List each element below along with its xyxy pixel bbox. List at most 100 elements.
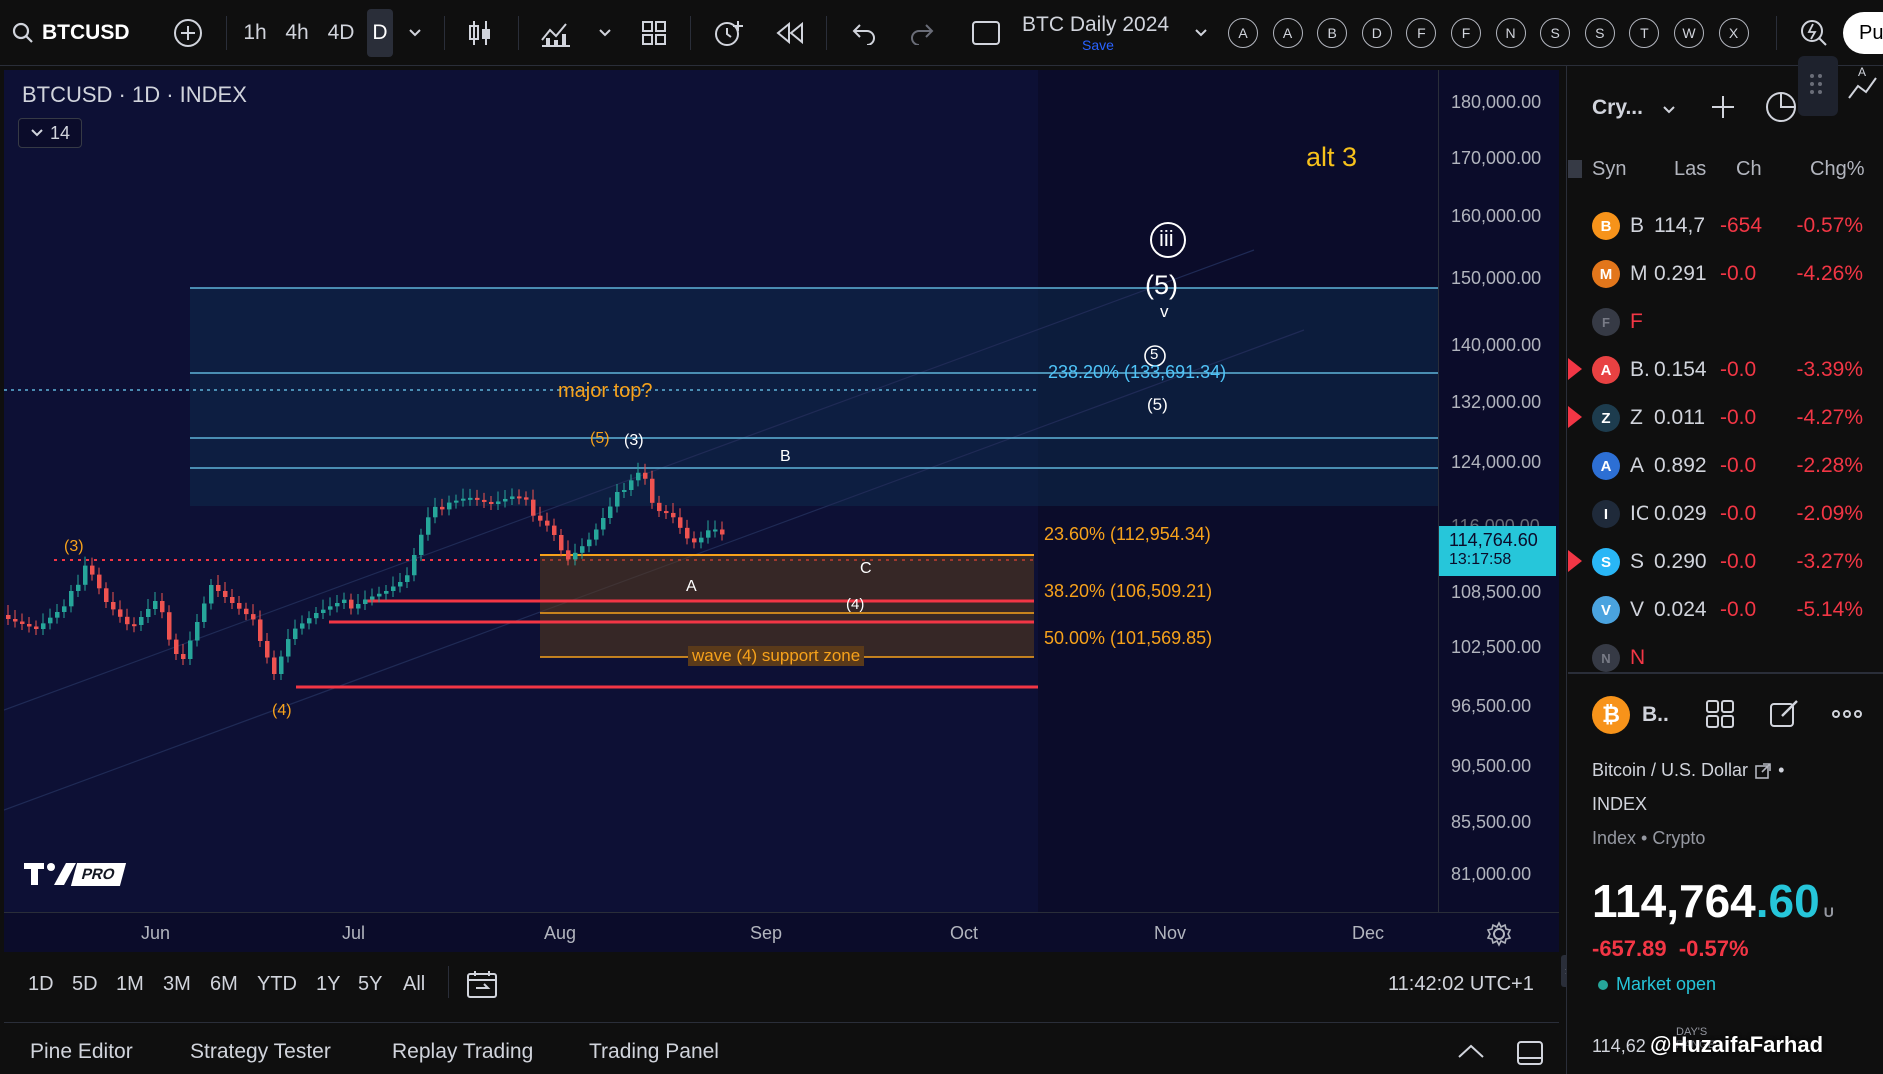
watchlist-row[interactable]: S S 0.290 -0.0 -3.27% xyxy=(1568,538,1883,586)
tab-replay-trading[interactable]: Replay Trading xyxy=(392,1040,534,1063)
calendar-goto-icon[interactable] xyxy=(466,969,498,1004)
range-1d[interactable]: 1D xyxy=(28,973,54,995)
watchlist-name[interactable]: Cry... xyxy=(1592,96,1643,119)
candles-icon[interactable] xyxy=(462,9,498,57)
range-5y[interactable]: 5Y xyxy=(358,973,383,995)
alert-circle-s[interactable]: S xyxy=(1540,18,1571,48)
wave-5-orange-label: (5) xyxy=(590,430,610,447)
candle-body xyxy=(34,626,39,629)
fullscreen-square-icon[interactable] xyxy=(968,9,1004,57)
range-1m[interactable]: 1M xyxy=(116,973,144,995)
symbol-name: M xyxy=(1630,262,1648,285)
alert-circle-a[interactable]: A xyxy=(1272,18,1303,48)
range-3m[interactable]: 3M xyxy=(163,973,191,995)
bitcoin-icon: ₿ xyxy=(1592,696,1630,734)
alert-circle-d[interactable]: D xyxy=(1361,18,1392,48)
lightning-search-icon[interactable] xyxy=(1796,9,1832,57)
tab-pine-editor[interactable]: Pine Editor xyxy=(30,1040,133,1063)
time-axis[interactable]: Jun Jul Aug Sep Oct Nov Dec xyxy=(4,912,1559,952)
range-ytd[interactable]: YTD xyxy=(257,973,297,995)
candle-body xyxy=(48,617,53,624)
alert-circle-a[interactable]: A xyxy=(1228,18,1258,48)
price-tail: .60 xyxy=(1755,875,1820,927)
candle-body xyxy=(580,546,585,553)
chart-canvas[interactable]: BTCUSD · 1D · INDEX 14 alt 3 iii (5) v 5… xyxy=(4,70,1438,912)
watchlist-row[interactable]: I IC 0.029 -0.0 -2.09% xyxy=(1568,490,1883,538)
candle-body xyxy=(377,593,382,597)
range-6m[interactable]: 6M xyxy=(210,973,238,995)
publish-button[interactable]: Pu xyxy=(1843,12,1883,54)
redo-icon[interactable] xyxy=(906,9,940,57)
alert-circle-b[interactable]: B xyxy=(1317,18,1348,48)
timeframe-4h[interactable]: 4h xyxy=(285,21,309,44)
settings-gear-icon[interactable] xyxy=(1486,921,1512,952)
add-symbol-plus-icon[interactable] xyxy=(1710,94,1736,125)
column-change-pct[interactable]: Chg% xyxy=(1810,158,1865,180)
alert-circle-s[interactable]: S xyxy=(1584,18,1615,48)
range-1y[interactable]: 1Y xyxy=(316,973,341,995)
grid-view-icon[interactable] xyxy=(1704,698,1736,735)
watchlist-row[interactable]: Z Z 0.011 -0.0 -4.27% xyxy=(1568,394,1883,442)
layout-save-link[interactable]: Save xyxy=(1082,37,1114,53)
maximize-panel-icon[interactable] xyxy=(1516,1040,1544,1071)
watchlist-row[interactable]: B B 114,7 -654 -0.57% xyxy=(1568,202,1883,250)
layout-name[interactable]: BTC Daily 2024 xyxy=(1022,13,1170,36)
replay-icon[interactable] xyxy=(772,9,808,57)
column-change[interactable]: Ch xyxy=(1736,158,1762,180)
candle-body xyxy=(111,602,116,610)
price-axis[interactable]: 180,000.00 170,000.00 160,000.00 150,000… xyxy=(1438,70,1559,912)
compare-button[interactable] xyxy=(170,9,206,57)
tab-strategy-tester[interactable]: Strategy Tester xyxy=(190,1040,331,1063)
external-link-icon[interactable] xyxy=(1754,762,1772,780)
wave-3-left-label: (3) xyxy=(64,538,84,555)
chevron-down-icon[interactable] xyxy=(402,9,428,57)
last-price: 0.291 xyxy=(1654,262,1706,285)
price-tick: 85,500.00 xyxy=(1451,812,1532,832)
timeframe-1h[interactable]: 1h xyxy=(243,21,267,44)
range-5d[interactable]: 5D xyxy=(72,973,98,995)
column-last[interactable]: Las xyxy=(1674,158,1707,180)
watchlist-row[interactable]: A B. 0.154 -0.0 -3.39% xyxy=(1568,346,1883,394)
candle-body xyxy=(524,497,529,500)
alert-circle-x[interactable]: X xyxy=(1718,18,1749,48)
drag-handle[interactable] xyxy=(1798,56,1838,116)
tab-trading-panel[interactable]: Trading Panel xyxy=(589,1040,719,1063)
candle-body xyxy=(76,584,81,591)
coin-icon: Z xyxy=(1592,404,1620,432)
chevron-down-icon[interactable] xyxy=(1662,102,1676,120)
layouts-grid-icon[interactable] xyxy=(636,9,672,57)
alert-circle-w[interactable]: W xyxy=(1674,18,1704,48)
watchlist-row[interactable]: M M 0.291 -0.0 -4.26% xyxy=(1568,250,1883,298)
symbol-search[interactable]: BTCUSD xyxy=(12,9,130,57)
chevron-down-icon[interactable] xyxy=(592,9,618,57)
timezone-clock[interactable]: 11:42:02 UTC+1 xyxy=(1388,973,1534,995)
candle-body xyxy=(258,619,263,641)
wave-5-small-label: (5) xyxy=(1147,395,1168,414)
pie-chart-icon[interactable] xyxy=(1764,90,1798,129)
legend-collapse-button[interactable]: 14 xyxy=(18,118,82,148)
chevron-down-icon[interactable] xyxy=(1188,9,1214,57)
object-tree-icon[interactable]: A xyxy=(1846,64,1880,109)
alert-circle-n[interactable]: N xyxy=(1495,18,1526,48)
timeframe-4d[interactable]: 4D xyxy=(327,21,355,44)
indicators-icon[interactable] xyxy=(538,9,574,57)
watchlist-row[interactable]: V V 0.024 -0.0 -5.14% xyxy=(1568,586,1883,634)
watchlist-row[interactable]: A A 0.892 -0.0 -2.28% xyxy=(1568,442,1883,490)
candle-body xyxy=(594,529,599,540)
alert-circle-t[interactable]: T xyxy=(1629,18,1660,48)
divider xyxy=(226,16,227,50)
candle-body xyxy=(181,654,186,659)
range-all[interactable]: All xyxy=(403,973,426,995)
alt-label: alt 3 xyxy=(1306,142,1358,172)
alert-circle-f[interactable]: F xyxy=(1406,18,1437,48)
column-symbol[interactable]: Syn xyxy=(1592,158,1627,180)
alert-clock-icon[interactable] xyxy=(710,9,748,57)
undo-icon[interactable] xyxy=(846,9,880,57)
chevron-up-icon[interactable] xyxy=(1456,1042,1486,1065)
alert-circle-f[interactable]: F xyxy=(1451,18,1481,48)
edit-note-icon[interactable] xyxy=(1768,698,1800,735)
more-options-icon[interactable] xyxy=(1830,698,1864,735)
timeframe-d[interactable]: D xyxy=(367,9,393,57)
